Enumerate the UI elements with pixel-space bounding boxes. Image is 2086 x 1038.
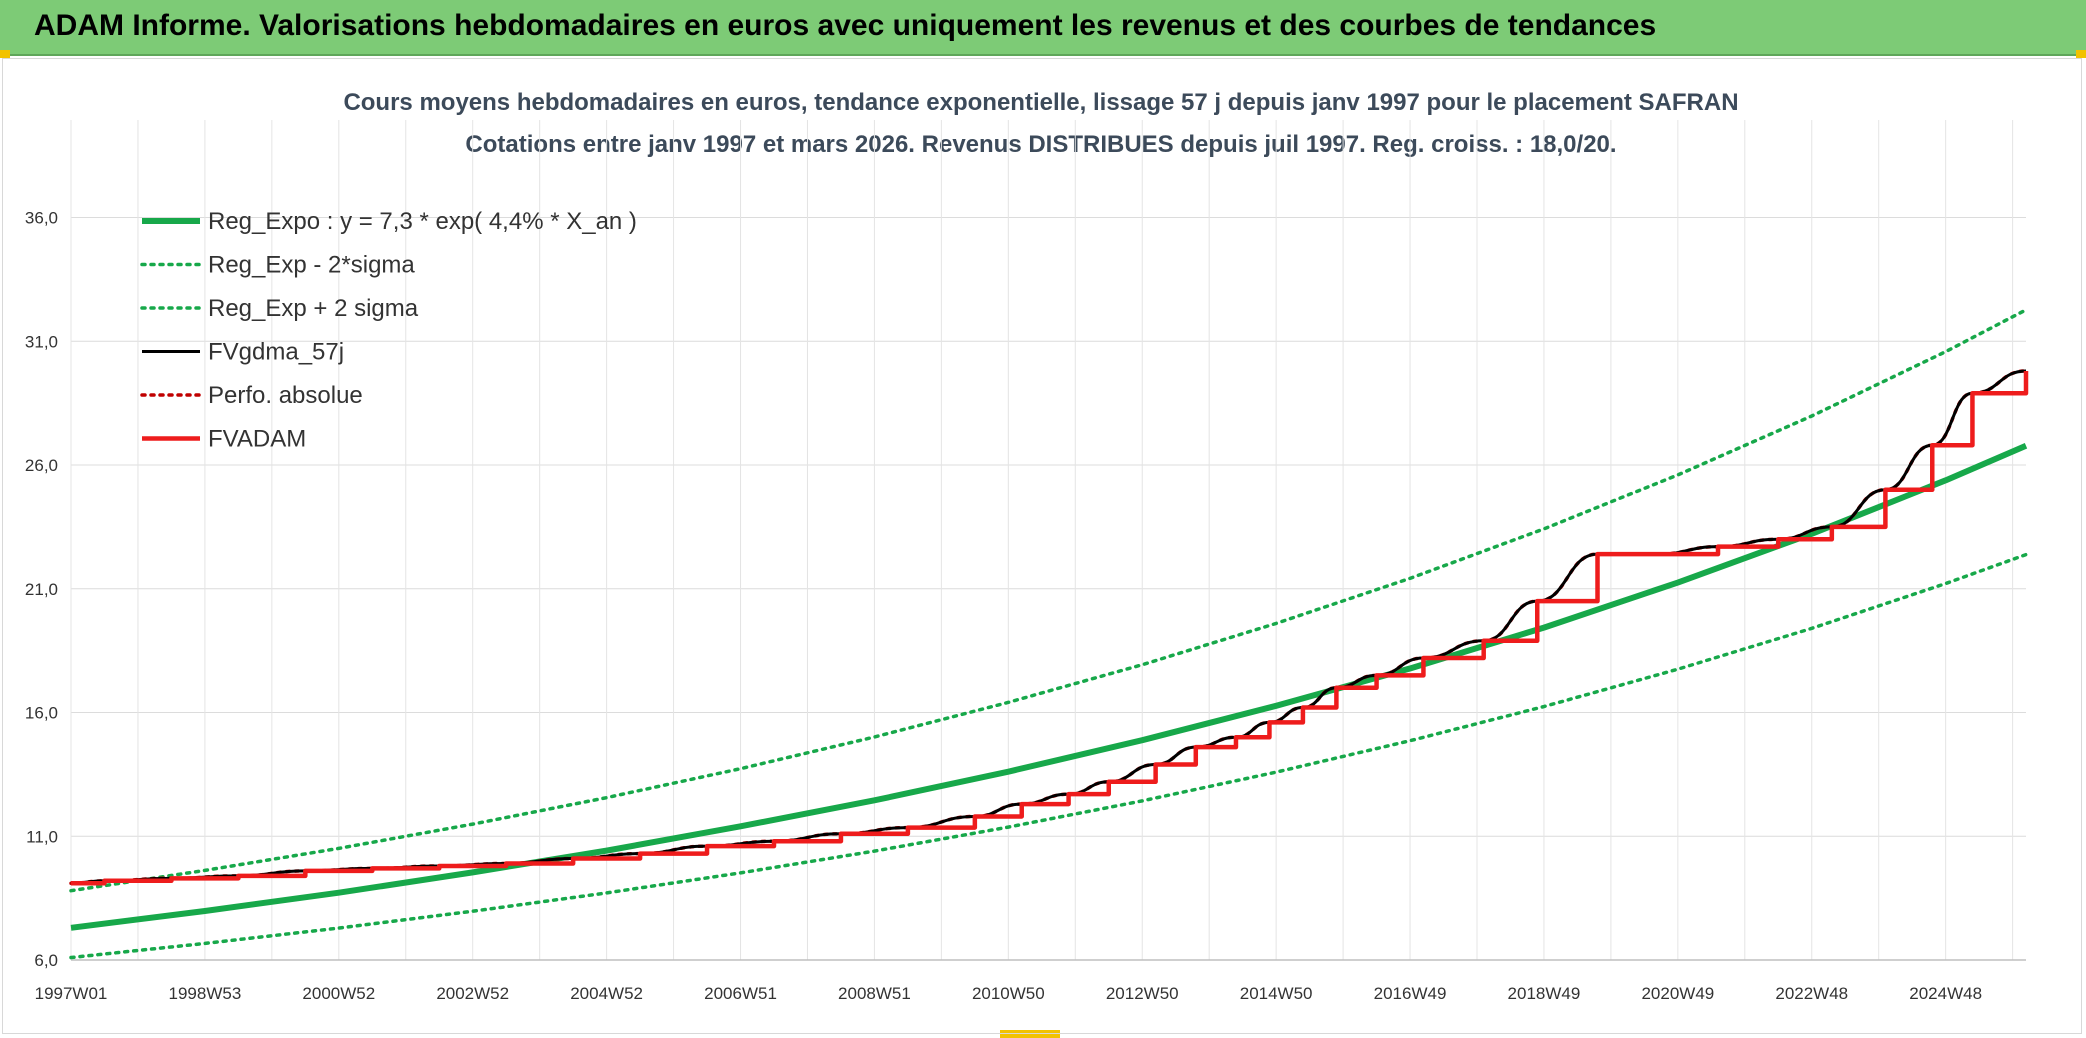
series-group (69, 308, 2029, 960)
chart-title: Cours moyens hebdomadaires en euros, ten… (343, 89, 1738, 116)
legend-label: Reg_Exp + 2 sigma (208, 295, 419, 322)
y-tick-label: 26,0 (25, 456, 58, 475)
x-axis-ticks: 1997W01 1998W53 2000W52 2002W52 2004W52 2006W… (35, 984, 1982, 1003)
legend-label: Reg_Exp - 2*sigma (208, 252, 415, 279)
y-tick-label: 31,0 (25, 332, 58, 351)
y-tick-label: 36,0 (25, 209, 58, 228)
series-line-1 (69, 552, 2028, 960)
corner-mark-bottom (1000, 1030, 1060, 1038)
x-tick-label: 2024W48 (1909, 984, 1982, 1003)
series-line-3 (70, 369, 2027, 885)
legend-label: FVgdma_57j (208, 339, 344, 366)
x-tick-label: 2020W49 (1641, 984, 1714, 1003)
legend-label: Reg_Expo : y = 7,3 * exp( 4,4% * X_an ) (208, 208, 637, 235)
chart-frame (2, 58, 2082, 1034)
y-tick-label: 21,0 (25, 580, 58, 599)
y-tick-label: 6,0 (34, 951, 58, 970)
legend-label: FVADAM (208, 426, 306, 453)
series-line-4 (69, 369, 2028, 886)
x-tick-label: 2004W52 (570, 984, 643, 1003)
x-tick-label: 2010W50 (972, 984, 1045, 1003)
legend-label: Perfo. absolue (208, 382, 363, 409)
x-tick-label: 2008W51 (838, 984, 911, 1003)
header-banner: ADAM Informe. Valorisations hebdomadaire… (0, 0, 2086, 56)
x-tick-label: 2016W49 (1374, 984, 1447, 1003)
series-line-2 (69, 308, 2028, 893)
x-tick-label: 2012W50 (1106, 984, 1179, 1003)
x-tick-label: 1998W53 (169, 984, 242, 1003)
y-axis-ticks: 6,0 11,0 16,0 21,0 26,0 31,0 36,0 (25, 209, 58, 971)
x-tick-label: 2022W48 (1775, 984, 1848, 1003)
x-tick-label: 2006W51 (704, 984, 777, 1003)
x-tick-label: 2000W52 (302, 984, 375, 1003)
y-tick-label: 11,0 (26, 827, 58, 846)
x-tick-label: 2018W49 (1508, 984, 1581, 1003)
chart-subtitle: Cotations entre janv 1997 et mars 2026. … (465, 131, 1616, 158)
series-line-0 (70, 442, 2028, 931)
page-title: ADAM Informe. Valorisations hebdomadaire… (34, 9, 1657, 42)
x-tick-label: 2014W50 (1240, 984, 1313, 1003)
x-tick-label: 1997W01 (35, 984, 108, 1003)
grid-lines (70, 120, 2026, 961)
series-line-5 (71, 370, 2029, 886)
y-tick-label: 16,0 (25, 704, 58, 723)
legend: Reg_Expo : y = 7,3 * exp( 4,4% * X_an ) R… (140, 208, 637, 453)
corner-mark-left (0, 50, 10, 58)
x-tick-label: 2002W52 (436, 984, 509, 1003)
corner-mark-right (2076, 50, 2086, 58)
